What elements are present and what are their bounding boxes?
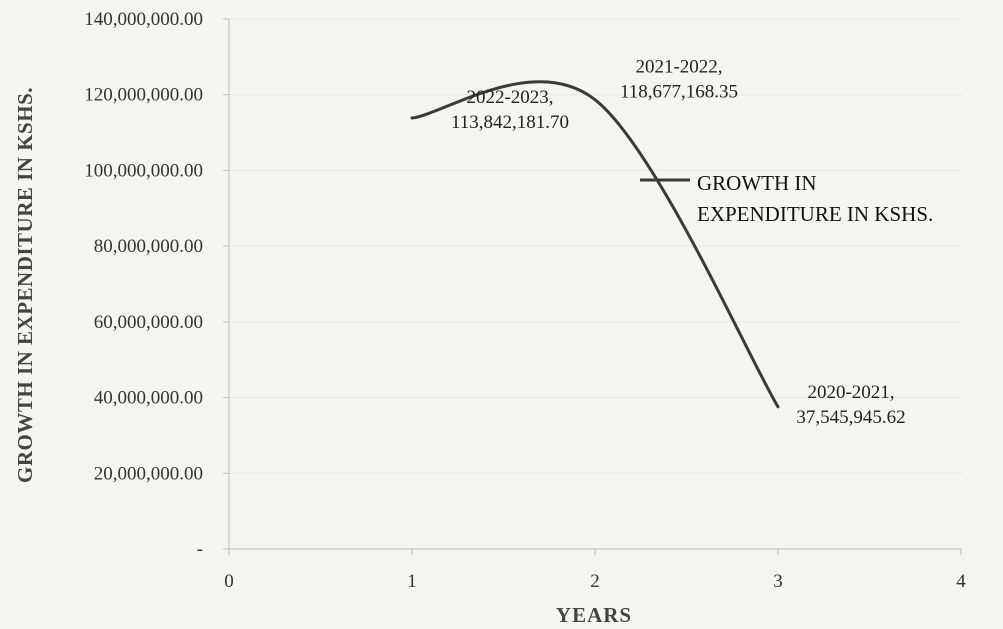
x-tick-label: 3 [773,571,783,592]
x-tick-label: 4 [956,571,966,592]
data-label-line: 2020-2021, [807,382,894,403]
data-label: 2022-2023, 113,842,181.70 [451,87,569,133]
x-tick-label: 0 [224,571,234,592]
y-tick-labels: - 20,000,000.00 40,000,000.00 60,000,000.00… [84,9,203,560]
data-label: 2021-2022, 118,677,168.35 [620,57,738,103]
y-axis-title: GROWTH IN EXPENDITURE IN KSHS. [13,87,37,483]
y-tick-label: 100,000,000.00 [84,160,203,181]
x-tick-labels: 0 1 2 3 4 [224,571,966,592]
gridlines [229,18,961,474]
data-labels: 2022-2023, 113,842,181.70 2021-2022, 118,67… [451,57,906,428]
y-tick-label: 140,000,000.00 [84,9,203,30]
data-label-line: 118,677,168.35 [620,82,738,103]
y-tick-label: 40,000,000.00 [94,388,203,409]
y-tick-label: 120,000,000.00 [84,85,203,106]
data-label-line: 113,842,181.70 [451,112,569,133]
series-layer [410,80,780,409]
data-label-line: 37,545,945.62 [796,407,905,428]
x-axis-title: YEARS [556,603,632,627]
legend-label-line-1: GROWTH IN [697,171,817,195]
data-label: 2020-2021, 37,545,945.62 [796,382,905,428]
data-label-line: 2021-2022, [635,57,722,78]
y-tick-label: 80,000,000.00 [94,236,203,257]
y-tick-label: 60,000,000.00 [94,312,203,333]
y-tick-label: - [197,539,203,560]
legend-label-line-2: EXPENDITURE IN KSHS. [697,202,933,226]
series-line [410,80,780,409]
x-tick-label: 2 [590,571,600,592]
axes [223,18,962,555]
y-tick-label: 20,000,000.00 [94,463,203,484]
data-label-line: 2022-2023, [466,87,553,108]
legend: GROWTH IN EXPENDITURE IN KSHS. [640,171,933,226]
x-tick-label: 1 [407,571,417,592]
